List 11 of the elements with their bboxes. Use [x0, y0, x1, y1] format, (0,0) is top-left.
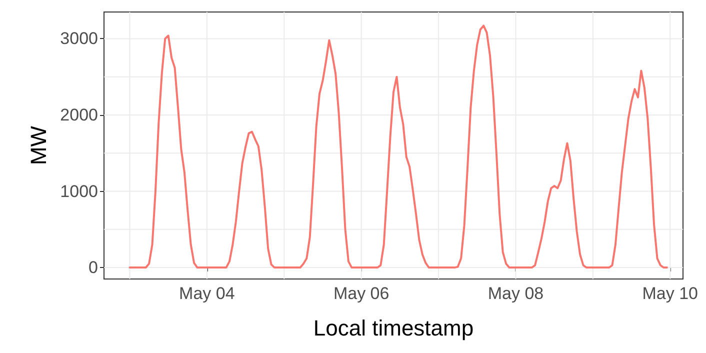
y-tick-label: 1000	[60, 182, 98, 201]
y-tick-label: 3000	[60, 29, 98, 48]
x-tick-label: May 10	[642, 284, 698, 303]
line-series	[128, 24, 668, 269]
y-tick-label: 2000	[60, 105, 98, 124]
x-tick-label: May 08	[488, 284, 544, 303]
y-tick-label: 0	[88, 258, 98, 278]
y-axis-title: MW	[26, 126, 51, 166]
x-tick-label: May 06	[333, 284, 390, 303]
x-axis-title: Local timestamp	[313, 316, 474, 340]
x-tick-label: May 04	[179, 284, 235, 303]
